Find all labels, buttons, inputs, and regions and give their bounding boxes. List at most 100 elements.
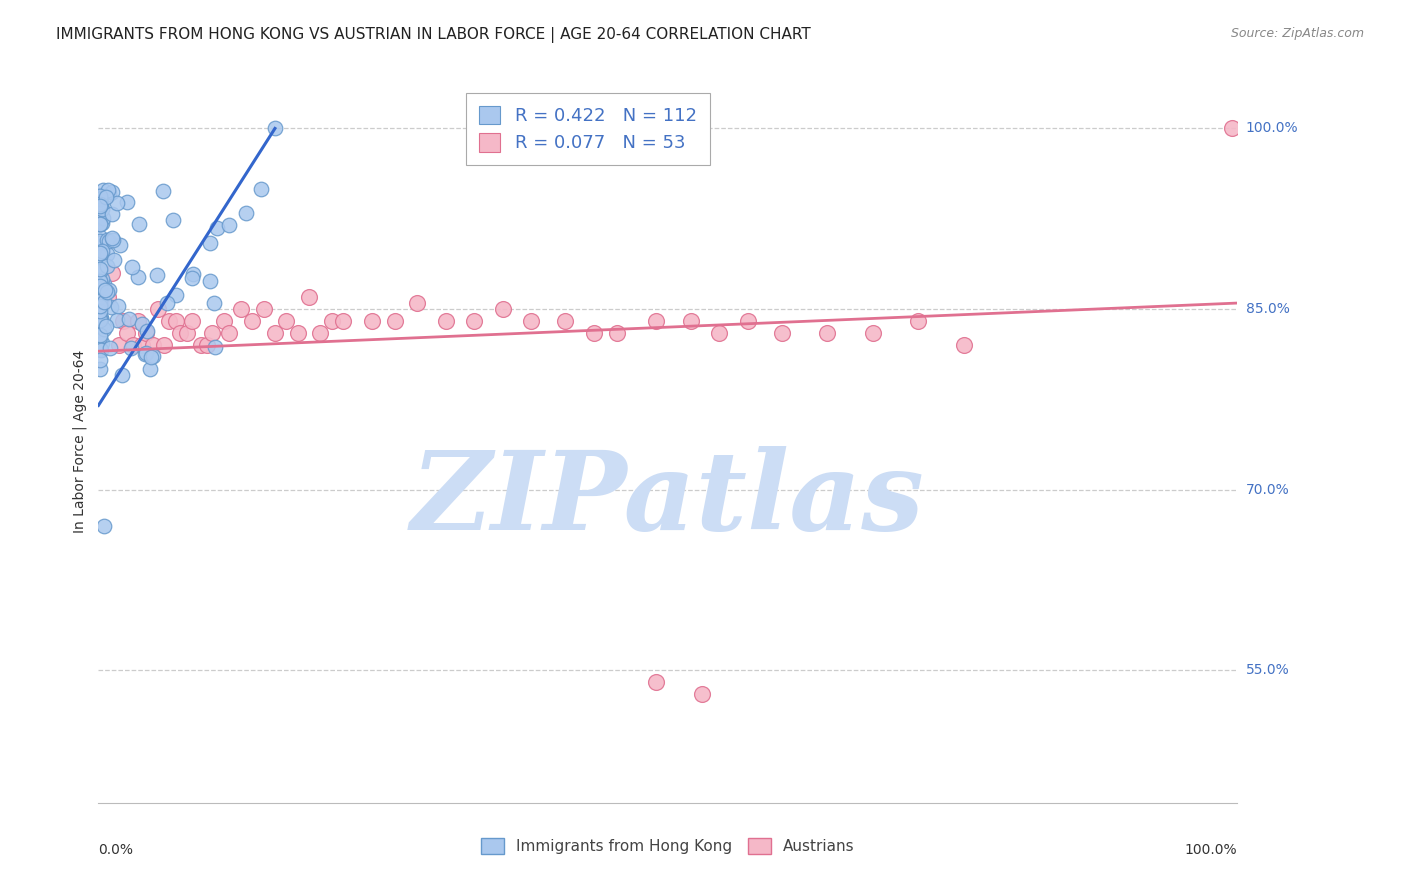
Point xyxy=(127,314,149,328)
Point xyxy=(89,197,111,211)
Point xyxy=(1220,121,1243,136)
Point xyxy=(91,211,114,225)
Text: 100.0%: 100.0% xyxy=(1185,843,1237,856)
Point xyxy=(89,188,111,202)
Point xyxy=(89,192,111,206)
Point xyxy=(121,260,143,275)
Point xyxy=(98,283,121,297)
Legend: Immigrants from Hong Kong, Austrians: Immigrants from Hong Kong, Austrians xyxy=(475,832,860,860)
Point xyxy=(276,314,298,328)
Point xyxy=(89,281,111,295)
Point xyxy=(264,326,287,341)
Point xyxy=(554,314,576,328)
Point xyxy=(384,314,406,328)
Point xyxy=(91,184,114,198)
Point xyxy=(89,265,111,279)
Point xyxy=(93,277,115,292)
Point xyxy=(156,296,179,310)
Point xyxy=(96,247,118,261)
Point xyxy=(89,342,111,356)
Point xyxy=(252,301,274,317)
Point xyxy=(96,285,118,299)
Point xyxy=(96,233,118,247)
Point xyxy=(165,314,187,328)
Point xyxy=(89,316,111,330)
Point xyxy=(212,314,235,328)
Point xyxy=(89,275,111,289)
Text: 70.0%: 70.0% xyxy=(1246,483,1289,497)
Point xyxy=(89,218,111,232)
Text: 55.0%: 55.0% xyxy=(1246,664,1289,677)
Point xyxy=(90,272,112,286)
Point xyxy=(135,346,157,360)
Point xyxy=(93,322,115,336)
Point xyxy=(89,361,111,376)
Text: ZIPatlas: ZIPatlas xyxy=(411,446,925,553)
Point xyxy=(679,314,702,328)
Point xyxy=(240,314,263,328)
Point xyxy=(332,314,354,328)
Text: 100.0%: 100.0% xyxy=(1246,121,1298,136)
Point xyxy=(90,311,112,326)
Y-axis label: In Labor Force | Age 20-64: In Labor Force | Age 20-64 xyxy=(73,350,87,533)
Point xyxy=(89,279,111,293)
Point xyxy=(198,235,221,250)
Point xyxy=(89,313,111,327)
Text: 0.0%: 0.0% xyxy=(98,843,134,856)
Point xyxy=(202,296,225,310)
Point xyxy=(91,216,114,230)
Point xyxy=(101,230,124,244)
Point xyxy=(89,318,111,333)
Point xyxy=(360,314,382,328)
Point xyxy=(250,182,273,196)
Point xyxy=(127,269,149,284)
Point xyxy=(89,304,111,318)
Point xyxy=(520,314,543,328)
Point xyxy=(707,326,730,341)
Point xyxy=(89,311,111,326)
Point xyxy=(103,252,125,267)
Point xyxy=(101,207,124,221)
Point xyxy=(135,326,157,341)
Point xyxy=(434,314,457,328)
Point xyxy=(770,326,793,341)
Point xyxy=(815,326,838,341)
Point xyxy=(120,342,142,356)
Point xyxy=(180,314,202,328)
Point xyxy=(98,341,121,355)
Point xyxy=(90,312,112,326)
Point xyxy=(89,290,111,304)
Point xyxy=(89,294,111,309)
Point xyxy=(89,249,111,263)
Point xyxy=(121,338,143,352)
Point xyxy=(176,326,198,341)
Point xyxy=(146,268,169,283)
Point xyxy=(862,326,884,341)
Point xyxy=(90,279,112,293)
Point xyxy=(128,217,150,231)
Point xyxy=(89,274,111,288)
Point xyxy=(298,290,321,304)
Point xyxy=(201,326,224,341)
Point xyxy=(89,188,111,202)
Point xyxy=(90,197,112,211)
Point xyxy=(645,314,668,328)
Point xyxy=(110,237,132,252)
Point xyxy=(98,234,121,248)
Point xyxy=(89,217,111,231)
Point xyxy=(152,184,174,198)
Point xyxy=(181,267,204,281)
Point xyxy=(93,519,115,533)
Point xyxy=(953,338,976,352)
Point xyxy=(463,314,485,328)
Point xyxy=(105,195,128,210)
Point xyxy=(97,183,120,197)
Point xyxy=(89,234,111,248)
Point xyxy=(107,312,129,326)
Point xyxy=(89,201,111,215)
Point xyxy=(264,121,287,136)
Point xyxy=(90,319,112,334)
Point xyxy=(89,229,111,244)
Point xyxy=(406,296,429,310)
Point xyxy=(287,326,309,341)
